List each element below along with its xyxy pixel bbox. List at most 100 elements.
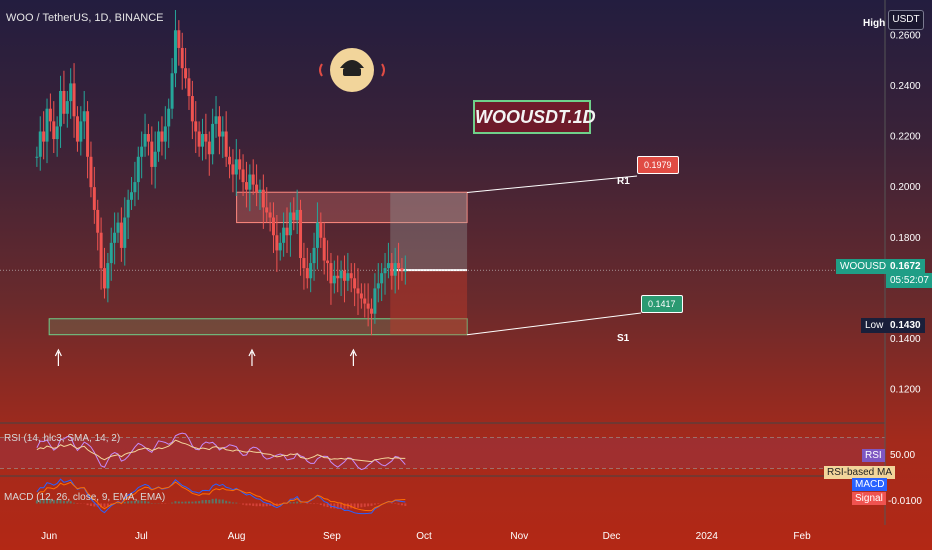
macd-histogram-bar xyxy=(127,501,130,504)
candle-body xyxy=(228,156,232,165)
macd-histogram-bar xyxy=(323,503,326,507)
macd-histogram-bar xyxy=(373,503,376,505)
macd-histogram-bar xyxy=(140,500,143,504)
axes: 0.2600 0.2400 0.2200 0.2000 0.1800 0.1400 0.12… xyxy=(0,0,921,542)
macd-histogram-bar xyxy=(258,503,261,507)
macd-histogram-bar xyxy=(194,501,197,504)
y-tick-label: 0.2200 xyxy=(890,132,921,143)
candle-body xyxy=(143,134,147,147)
candle-body xyxy=(170,73,174,109)
macd-histogram-bar xyxy=(356,503,359,508)
macd-histogram-bar xyxy=(100,503,103,508)
signal-tag: Signal xyxy=(852,492,886,505)
rsi-band xyxy=(0,437,885,469)
logo-hair xyxy=(340,60,364,68)
candle-body xyxy=(244,182,248,190)
candle-body xyxy=(282,227,286,243)
macd-histogram-bar xyxy=(397,503,400,505)
candle-body xyxy=(373,288,377,314)
candle-body xyxy=(52,121,56,140)
rsi-level: 50.00 xyxy=(890,450,916,461)
annotations xyxy=(54,48,642,366)
candle-body xyxy=(231,164,235,175)
candle-body xyxy=(106,263,110,289)
macd-histogram-bar xyxy=(340,503,343,509)
macd-legend[interactable]: MACD (12, 26, close, 9, EMA, EMA) xyxy=(4,492,166,503)
candle-body xyxy=(38,131,42,157)
macd-histogram-bar xyxy=(215,498,218,504)
candle-body xyxy=(79,121,83,142)
projection-down-zone xyxy=(390,270,468,335)
candle-body xyxy=(319,222,323,238)
macd-histogram-bar xyxy=(177,501,180,504)
candle-body xyxy=(126,199,130,218)
candle-body xyxy=(65,101,69,114)
macd-level: -0.0100 xyxy=(888,496,922,507)
candle-body xyxy=(390,263,394,276)
macd-histogram-bar xyxy=(404,503,407,506)
macd-histogram-bar xyxy=(269,503,272,506)
candle-body xyxy=(278,242,282,251)
candle-body xyxy=(59,90,63,127)
candle-body xyxy=(336,275,340,279)
rsi-line xyxy=(36,432,406,471)
r1-label: R1 xyxy=(617,176,630,187)
macd-histogram-bar xyxy=(86,503,89,506)
macd-histogram-bar xyxy=(144,500,147,504)
candle-body xyxy=(380,273,384,284)
macd-pane xyxy=(35,478,407,515)
candle-body xyxy=(48,108,52,122)
candle-body xyxy=(75,116,79,142)
macd-histogram-bar xyxy=(117,502,119,504)
candle-body xyxy=(119,222,123,248)
macd-histogram-bar xyxy=(73,502,76,504)
candle-body xyxy=(332,275,336,284)
macd-histogram-bar xyxy=(289,502,292,504)
candle-body xyxy=(309,263,313,279)
candle-body xyxy=(35,156,39,158)
macd-histogram-bar xyxy=(69,501,72,504)
candle-body xyxy=(251,174,255,185)
candle-body xyxy=(339,270,343,279)
candle-body xyxy=(133,182,137,193)
candle-body xyxy=(102,268,106,289)
rsi-ma-tag: RSI-based MA xyxy=(824,466,896,479)
macd-histogram-bar xyxy=(235,502,238,504)
macd-histogram-bar xyxy=(360,503,363,508)
macd-histogram-bar xyxy=(42,499,45,504)
macd-histogram-bar xyxy=(370,503,373,506)
support-zone xyxy=(48,318,468,336)
candle-body xyxy=(157,131,161,152)
candle-body xyxy=(275,235,279,251)
macd-histogram-bar xyxy=(133,500,136,504)
macd-histogram-bar xyxy=(89,503,92,507)
candle-body xyxy=(241,169,245,183)
macd-histogram-bar xyxy=(231,502,234,504)
projection-up-zone xyxy=(390,192,468,271)
macd-histogram-bar xyxy=(248,503,251,506)
r1-badge: 0.1979 xyxy=(637,156,679,174)
macd-histogram-bar xyxy=(198,501,201,504)
candle-body xyxy=(180,47,184,69)
candle-body xyxy=(197,131,201,147)
candle-body xyxy=(329,263,333,284)
high-label: High xyxy=(863,18,886,29)
macd-histogram-bar xyxy=(35,500,38,504)
symbol-watermark: WOOUSDT.1D xyxy=(473,100,596,134)
logo-waves xyxy=(319,63,385,77)
currency-button[interactable]: USDT xyxy=(888,10,924,30)
macd-histogram-bar xyxy=(353,503,356,509)
x-tick-label: Jun xyxy=(41,531,57,542)
macd-histogram-bar xyxy=(110,503,113,505)
macd-histogram-bar xyxy=(272,503,275,506)
x-tick-label: Aug xyxy=(228,531,246,542)
macd-histogram-bar xyxy=(309,503,312,504)
candle-body xyxy=(397,263,401,269)
candle-body xyxy=(326,260,330,264)
rsi-legend[interactable]: RSI (14, hlc3, SMA, 14, 2) xyxy=(4,433,121,444)
resistance-zone xyxy=(236,191,468,224)
candle-body xyxy=(261,189,265,208)
x-tick-label: Feb xyxy=(793,531,811,542)
macd-histogram-bar xyxy=(363,503,366,507)
